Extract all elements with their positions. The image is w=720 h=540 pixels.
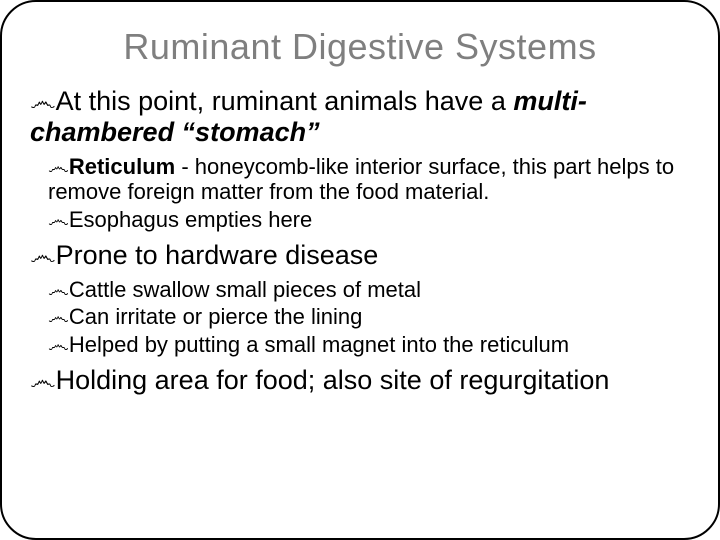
bullet-glyph: ෴ bbox=[48, 304, 69, 329]
slide-title: Ruminant Digestive Systems bbox=[30, 26, 690, 68]
bullet-glyph: ෴ bbox=[48, 154, 69, 179]
bullet-group-2: ෴Prone to hardware disease ෴Cattle swall… bbox=[30, 240, 690, 357]
bullet-glyph: ෴ bbox=[48, 207, 69, 232]
bullet-lvl1: ෴At this point, ruminant animals have a … bbox=[30, 86, 690, 148]
slide-frame: Ruminant Digestive Systems ෴At this poin… bbox=[0, 0, 720, 540]
bullet-glyph: ෴ bbox=[30, 240, 56, 270]
bullet-lvl1: ෴Holding area for food; also site of reg… bbox=[30, 365, 690, 396]
bullet-lvl2: ෴Cattle swallow small pieces of metal bbox=[48, 277, 690, 302]
bullet-lvl2: ෴Helped by putting a small magnet into t… bbox=[48, 332, 690, 357]
bullet-glyph: ෴ bbox=[48, 332, 69, 357]
bullet-lvl2: ෴Esophagus empties here bbox=[48, 207, 690, 232]
bullet-lvl2: ෴Can irritate or pierce the lining bbox=[48, 304, 690, 329]
bullet-glyph: ෴ bbox=[30, 365, 56, 395]
bullet-glyph: ෴ bbox=[30, 86, 56, 116]
bullet-text: Helped by putting a small magnet into th… bbox=[69, 332, 569, 357]
bullet-text: Holding area for food; also site of regu… bbox=[56, 365, 610, 395]
bullet-text: Can irritate or pierce the lining bbox=[69, 304, 362, 329]
bullet-lvl1: ෴Prone to hardware disease bbox=[30, 240, 690, 271]
bullet-text: Esophagus empties here bbox=[69, 207, 312, 232]
bullet-text-strong: Reticulum bbox=[69, 154, 175, 179]
bullet-group-1: ෴At this point, ruminant animals have a … bbox=[30, 86, 690, 232]
bullet-text-pre: At this point, ruminant animals have a bbox=[56, 86, 514, 116]
bullet-glyph: ෴ bbox=[48, 277, 69, 302]
bullet-group-3: ෴Holding area for food; also site of reg… bbox=[30, 365, 690, 396]
bullet-text: Prone to hardware disease bbox=[56, 240, 379, 270]
bullet-lvl2: ෴Reticulum - honeycomb-like interior sur… bbox=[48, 154, 690, 205]
bullet-text: Cattle swallow small pieces of metal bbox=[69, 277, 421, 302]
